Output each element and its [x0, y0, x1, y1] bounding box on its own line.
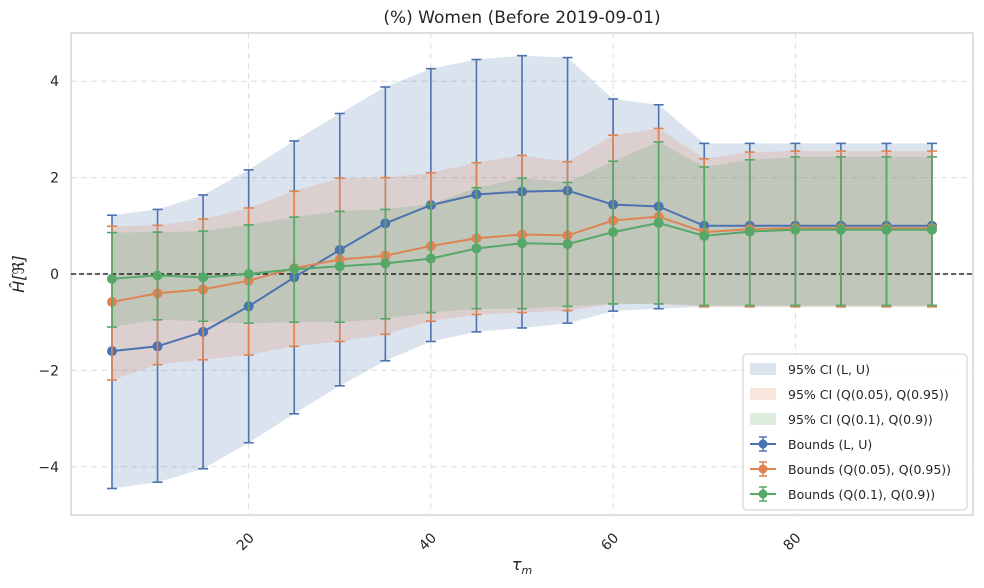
x-tick-label: 60 [598, 530, 622, 554]
y-axis-label: Ĥ[ℜ] [9, 255, 28, 293]
data-point [835, 224, 846, 235]
x-axis-label-subscript: m [521, 564, 532, 577]
data-point [198, 272, 209, 283]
legend-marker [758, 464, 768, 474]
legend-series-label: Bounds (Q(0.1), Q(0.9)) [788, 487, 935, 502]
data-point [699, 230, 710, 241]
data-point [881, 224, 892, 235]
data-point [744, 226, 755, 237]
data-point [289, 264, 300, 275]
legend-band-label: 95% CI (L, U) [788, 362, 870, 377]
legend-band-swatch [750, 363, 776, 375]
data-point [425, 253, 436, 264]
data-point [608, 227, 619, 238]
legend-band-label: 95% CI (Q(0.05), Q(0.95)) [788, 387, 949, 402]
data-point [562, 239, 573, 250]
legend: 95% CI (L, U) 95% CI (Q(0.05), Q(0.95)) 95… [742, 353, 968, 511]
data-point [517, 238, 527, 249]
legend-series-label: Bounds (L, U) [788, 437, 872, 452]
legend-marker [758, 439, 768, 449]
data-point [243, 269, 254, 279]
data-point [653, 217, 664, 228]
y-tick-label: 0 [50, 267, 59, 283]
data-point [927, 224, 937, 235]
y-tick-label: 2 [50, 171, 59, 187]
x-axis-label: τm [512, 555, 532, 577]
y-tick-label: −4 [38, 460, 59, 476]
legend-series-label: Bounds (Q(0.05), Q(0.95)) [788, 462, 951, 477]
legend-band-swatch [750, 413, 776, 425]
y-tick-label: −2 [38, 363, 59, 379]
data-point [790, 224, 801, 235]
y-tick-label: 4 [50, 74, 59, 90]
data-point [334, 261, 345, 272]
data-point [380, 258, 391, 269]
legend-marker [758, 489, 768, 499]
chart-title: (%) Women (Before 2019-09-01) [383, 8, 660, 28]
series-layer [107, 54, 937, 490]
data-point [471, 243, 482, 254]
data-point [152, 270, 163, 281]
x-tick-label: 80 [781, 530, 805, 554]
legend-frame [742, 353, 968, 511]
legend-band-swatch [750, 388, 776, 400]
x-tick-label: 40 [416, 530, 440, 554]
series-q01-q09 [107, 141, 937, 328]
legend-items: 95% CI (L, U) 95% CI (Q(0.05), Q(0.95)) 95… [750, 362, 951, 502]
legend-band-label: 95% CI (Q(0.1), Q(0.9)) [788, 412, 933, 427]
data-point [107, 273, 117, 284]
x-tick-label: 20 [234, 530, 258, 554]
x-axis-label-main: τ [512, 555, 522, 574]
